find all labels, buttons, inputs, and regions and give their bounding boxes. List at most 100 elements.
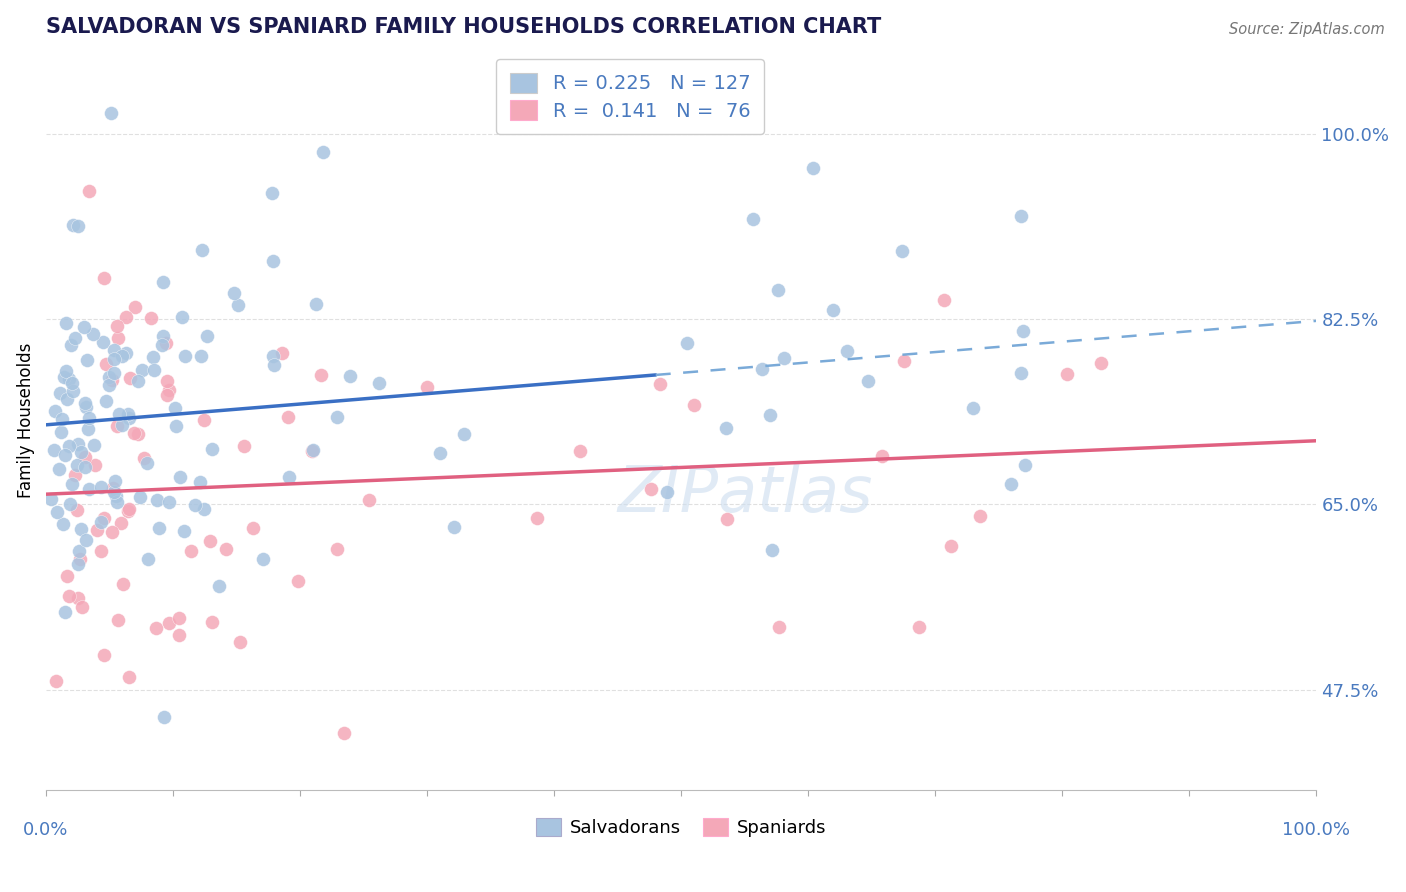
Point xyxy=(122,426,145,441)
Point xyxy=(823,302,845,317)
Point xyxy=(100,106,122,120)
Point xyxy=(287,574,309,588)
Text: 100.0%: 100.0% xyxy=(1282,821,1351,838)
Point xyxy=(97,378,120,392)
Point xyxy=(118,670,141,684)
Point xyxy=(105,319,128,334)
Point xyxy=(142,350,165,364)
Point xyxy=(201,615,224,629)
Point xyxy=(105,489,128,503)
Point xyxy=(277,409,299,424)
Point xyxy=(167,628,190,642)
Point xyxy=(193,412,215,426)
Point xyxy=(135,456,157,470)
Point xyxy=(758,408,780,422)
Legend: Salvadorans, Spaniards: Salvadorans, Spaniards xyxy=(529,811,834,844)
Point xyxy=(58,439,80,453)
Point xyxy=(59,337,82,351)
Point xyxy=(941,539,963,553)
Point xyxy=(94,394,117,409)
Point xyxy=(305,297,328,311)
Point xyxy=(83,438,105,452)
Point xyxy=(66,502,89,516)
Point xyxy=(117,407,139,421)
Point xyxy=(969,508,991,523)
Point xyxy=(90,480,112,494)
Point xyxy=(301,443,323,458)
Point xyxy=(233,439,256,453)
Point xyxy=(837,344,859,359)
Point xyxy=(75,400,97,414)
Point xyxy=(42,442,65,457)
Point xyxy=(174,349,197,363)
Point xyxy=(105,419,128,434)
Point xyxy=(55,392,77,406)
Point xyxy=(51,425,73,439)
Point xyxy=(45,505,67,519)
Point xyxy=(77,422,100,436)
Point xyxy=(66,591,89,605)
Point xyxy=(326,410,349,425)
Point xyxy=(138,552,160,566)
Point xyxy=(226,298,249,312)
Point xyxy=(766,283,789,297)
Point xyxy=(117,503,139,517)
Point xyxy=(45,674,67,689)
Point xyxy=(173,524,195,538)
Point xyxy=(82,326,104,341)
Point xyxy=(69,552,91,566)
Point xyxy=(62,218,84,232)
Point xyxy=(655,485,678,500)
Point xyxy=(195,329,218,343)
Point xyxy=(101,524,124,539)
Point xyxy=(98,370,121,384)
Point xyxy=(115,310,138,324)
Point xyxy=(856,374,879,388)
Point xyxy=(127,426,149,441)
Point xyxy=(200,534,222,549)
Point xyxy=(252,551,274,566)
Point xyxy=(1014,458,1036,472)
Point xyxy=(63,468,86,483)
Point xyxy=(66,458,89,472)
Point xyxy=(66,557,89,571)
Point xyxy=(107,614,129,628)
Point xyxy=(193,501,215,516)
Point xyxy=(60,477,83,491)
Point xyxy=(453,426,475,441)
Point xyxy=(131,363,153,377)
Point xyxy=(872,449,894,463)
Point xyxy=(66,219,89,234)
Point xyxy=(76,352,98,367)
Point xyxy=(1056,368,1078,382)
Point xyxy=(526,511,548,525)
Point xyxy=(741,212,763,227)
Point xyxy=(148,521,170,535)
Point xyxy=(84,458,107,472)
Point xyxy=(79,411,101,425)
Point xyxy=(101,373,124,387)
Point xyxy=(143,363,166,377)
Point xyxy=(79,482,101,496)
Text: 0.0%: 0.0% xyxy=(22,821,69,838)
Point xyxy=(768,620,790,634)
Point xyxy=(53,449,76,463)
Point xyxy=(751,362,773,376)
Point xyxy=(228,635,250,649)
Point xyxy=(96,357,118,371)
Point xyxy=(60,376,83,390)
Point xyxy=(172,310,194,325)
Point xyxy=(52,369,75,384)
Point xyxy=(103,485,125,500)
Point xyxy=(139,310,162,325)
Point xyxy=(73,450,96,464)
Point xyxy=(75,533,97,547)
Point xyxy=(155,336,177,351)
Point xyxy=(761,543,783,558)
Point xyxy=(359,492,381,507)
Point xyxy=(208,579,231,593)
Point xyxy=(429,446,451,460)
Point xyxy=(48,461,70,475)
Point xyxy=(129,490,152,504)
Point xyxy=(103,366,125,380)
